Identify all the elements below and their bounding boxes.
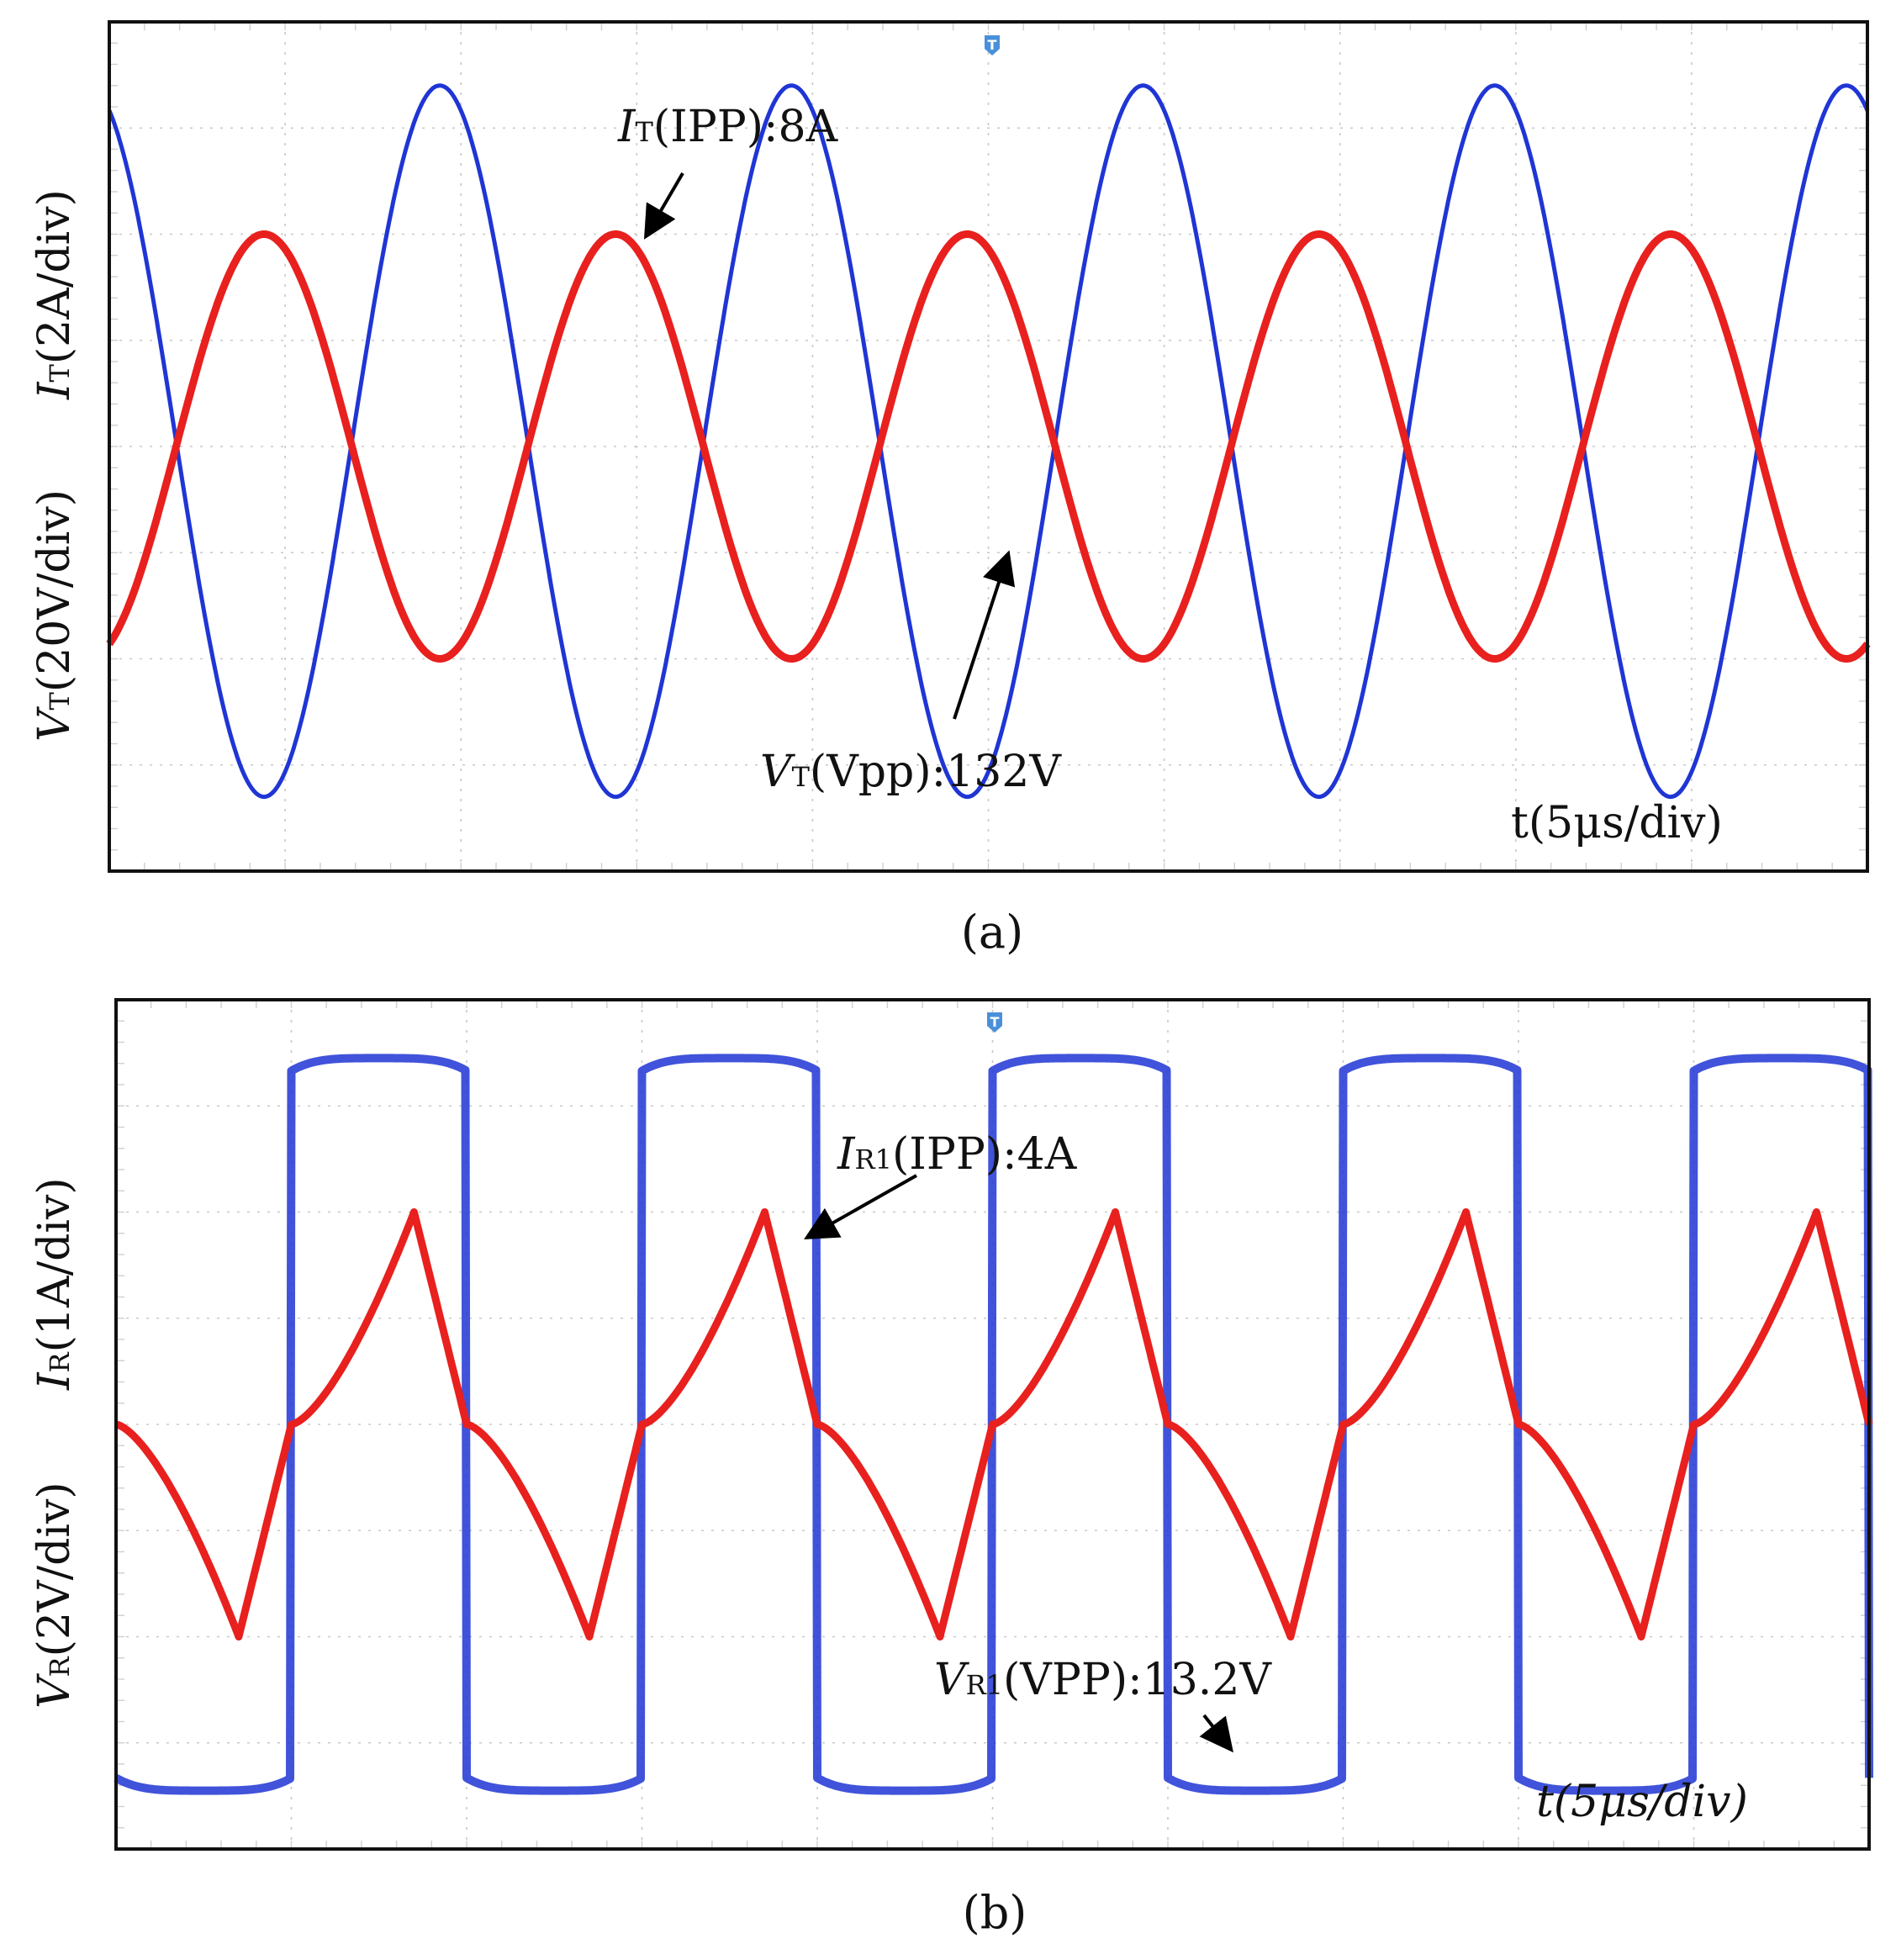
- panel-a-traces: [106, 83, 1871, 800]
- panel-a-frame: [108, 20, 1869, 873]
- trigger-marker: T: [987, 1012, 1002, 1033]
- panel-b-y-label-current: IR(1A/div): [29, 1177, 80, 1391]
- trigger-marker: T: [985, 35, 1000, 55]
- panel-b-x-label: t(5μs/div): [1536, 1777, 1748, 1827]
- panel-b-arrow-voltage: [1199, 1714, 1233, 1753]
- trigger-marker-label: T: [990, 1014, 1000, 1030]
- panel-b-caption: (b): [963, 1886, 1027, 1939]
- panel-a-caption: (a): [961, 906, 1023, 959]
- panel-a-annotation-current: IT(IPP):8A: [617, 102, 839, 152]
- panel-a-y-label-voltage: VT(20V/div): [29, 489, 80, 742]
- series-trace-1: [114, 1208, 1873, 1640]
- series-trace-0: [107, 83, 1870, 800]
- series-trace-0: [113, 1054, 1873, 1795]
- panel-b-frame: [114, 998, 1871, 1851]
- panel-b-annotation-voltage: VR1(VPP):13.2V: [934, 1655, 1272, 1705]
- panel-a-arrow-voltage: [953, 550, 1016, 720]
- panel-b-oscilloscope: T IR1(IPP):4A VR1(VPP):13.2V t(5μs/div) …: [29, 998, 1873, 1939]
- panel-a-grid: [108, 21, 1868, 872]
- trigger-marker-label: T: [988, 37, 997, 53]
- panel-b-traces: [113, 1054, 1873, 1795]
- panel-a-oscilloscope: T IT(IPP):8A VT(Vpp):132V t(5μs/div) IT(…: [29, 20, 1871, 959]
- panel-a-annotation-voltage: VT(Vpp):132V: [760, 747, 1062, 797]
- panel-b-annotation-current: IR1(IPP):4A: [837, 1129, 1078, 1180]
- panel-b-arrow-current: [804, 1174, 917, 1239]
- panel-a-x-label: t(5μs/div): [1511, 798, 1723, 848]
- panel-a-arrow-current: [643, 172, 684, 240]
- panel-a-y-label-current: IT(2A/div): [29, 189, 80, 400]
- panel-b-y-label-voltage: VR(2V/div): [29, 1482, 80, 1709]
- series-trace-1: [106, 230, 1871, 663]
